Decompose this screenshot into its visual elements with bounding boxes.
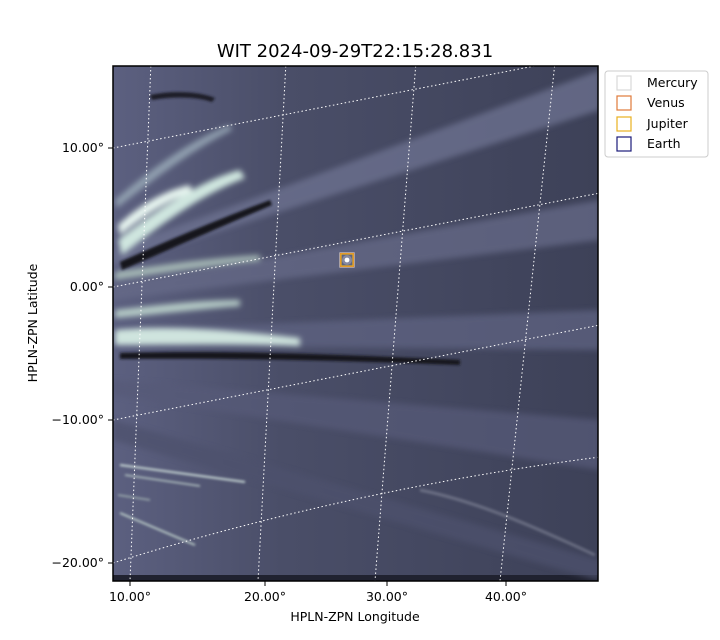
legend-label-mercury: Mercury — [647, 75, 698, 90]
legend-label-earth: Earth — [647, 136, 681, 151]
legend-label-venus: Venus — [647, 95, 685, 110]
x-tick-label: 30.00° — [366, 589, 408, 604]
legend: Mercury Venus Jupiter Earth — [604, 70, 709, 158]
y-tick-label: −20.00° — [51, 555, 104, 570]
coordinate-grid — [113, 66, 598, 581]
legend-swatch-earth — [616, 136, 632, 152]
image-frame — [112, 65, 599, 582]
coronagraph-image — [113, 66, 598, 581]
y-axis-label: HPLN-ZPN Latitude — [25, 263, 40, 382]
x-tick-label: 20.00° — [244, 589, 286, 604]
legend-swatch-mercury — [616, 75, 632, 91]
legend-swatch-jupiter — [616, 116, 632, 132]
figure-title: WIT 2024-09-29T22:15:28.831 — [217, 41, 493, 62]
y-tick-label: 0.00° — [70, 279, 104, 294]
legend-label-jupiter: Jupiter — [646, 116, 689, 131]
planet-markers — [339, 252, 355, 268]
x-tick-label: 10.00° — [109, 589, 151, 604]
y-tick-label: −10.00° — [51, 412, 104, 427]
legend-swatch-venus — [616, 95, 632, 111]
y-tick-label: 10.00° — [62, 140, 104, 155]
x-axis-label: HPLN-ZPN Longitude — [290, 609, 420, 624]
x-tick-label: 40.00° — [485, 589, 527, 604]
